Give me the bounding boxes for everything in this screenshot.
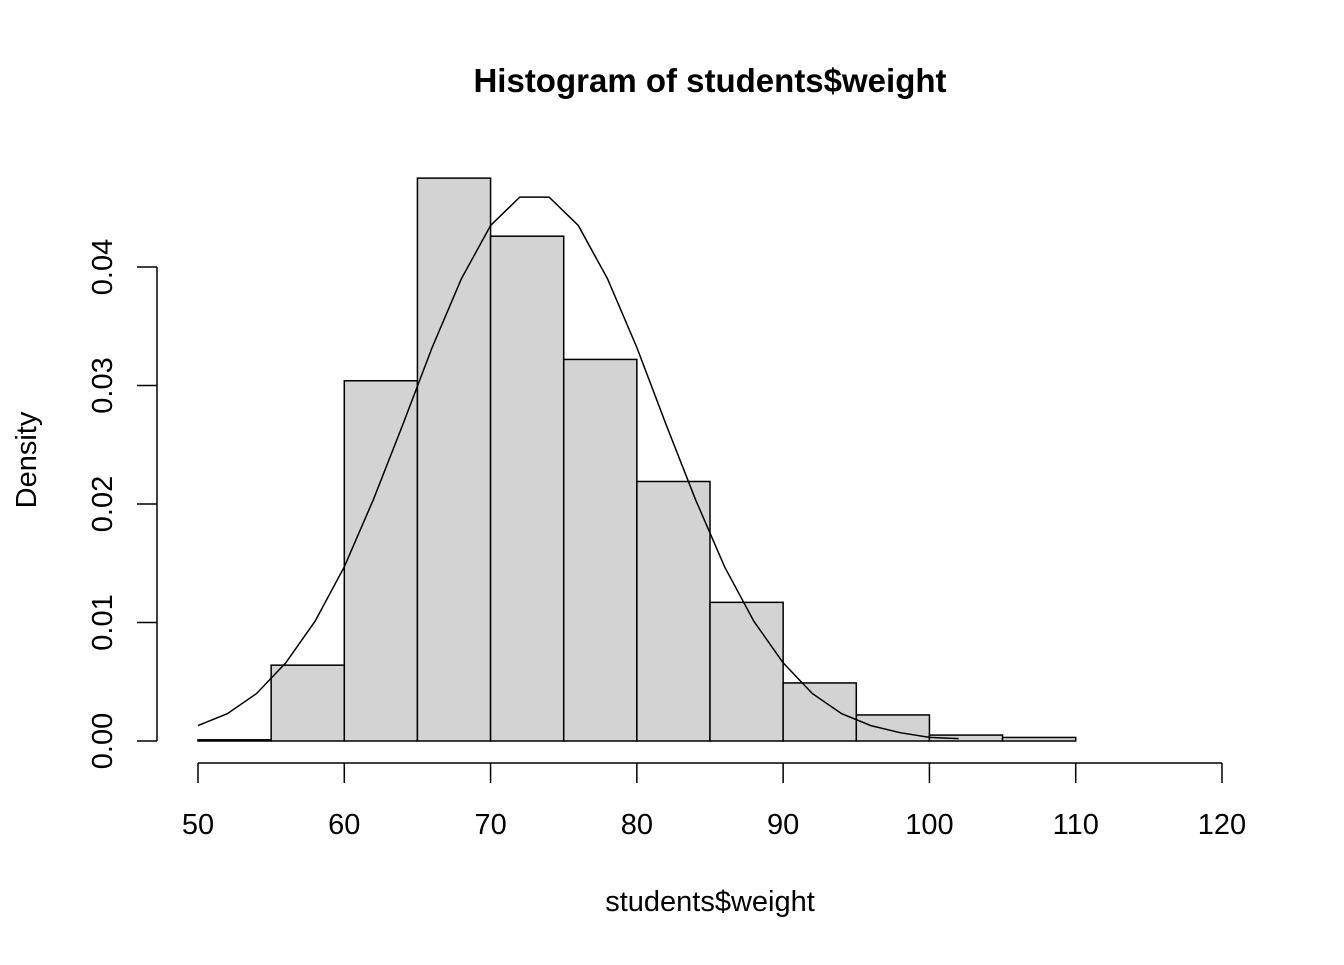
y-tick-label: 0.01 [87,594,119,650]
y-tick-label: 0.02 [87,476,119,532]
histogram-bar [1001,736,1077,742]
x-tick-label: 70 [474,809,506,841]
y-tick-label: 0.03 [87,357,119,413]
bars [197,177,1077,742]
x-tick-label: 90 [767,809,799,841]
x-axis: 50 60 70 80 90 100 110 120 [182,762,1246,841]
x-axis-label: students$weight [605,886,815,918]
y-axis-label: Density [11,411,43,508]
y-tick-label: 0.00 [87,713,119,769]
histogram-bar [343,380,419,742]
y-axis: 0.00 0.01 0.02 0.03 0.04 [87,239,158,769]
density-curve [197,196,959,740]
x-tick-label: 120 [1198,809,1246,841]
x-tick-label: 110 [1053,809,1099,841]
chart-title: Histogram of students$weight [473,62,946,99]
histogram-bar [709,601,784,742]
x-tick-label: 100 [905,809,953,841]
x-tick-label: 80 [621,809,653,841]
histogram-bar [636,480,711,742]
x-tick-label: 60 [328,809,360,841]
histogram-bar [562,358,638,742]
histogram-bar [270,664,346,742]
histogram-bar [855,714,931,742]
histogram-bar [489,235,565,742]
histogram-bar [782,682,858,742]
histogram-bar [197,739,272,742]
x-tick-label: 50 [182,809,214,841]
histogram-bar [416,177,492,742]
y-tick-label: 0.04 [87,239,119,295]
